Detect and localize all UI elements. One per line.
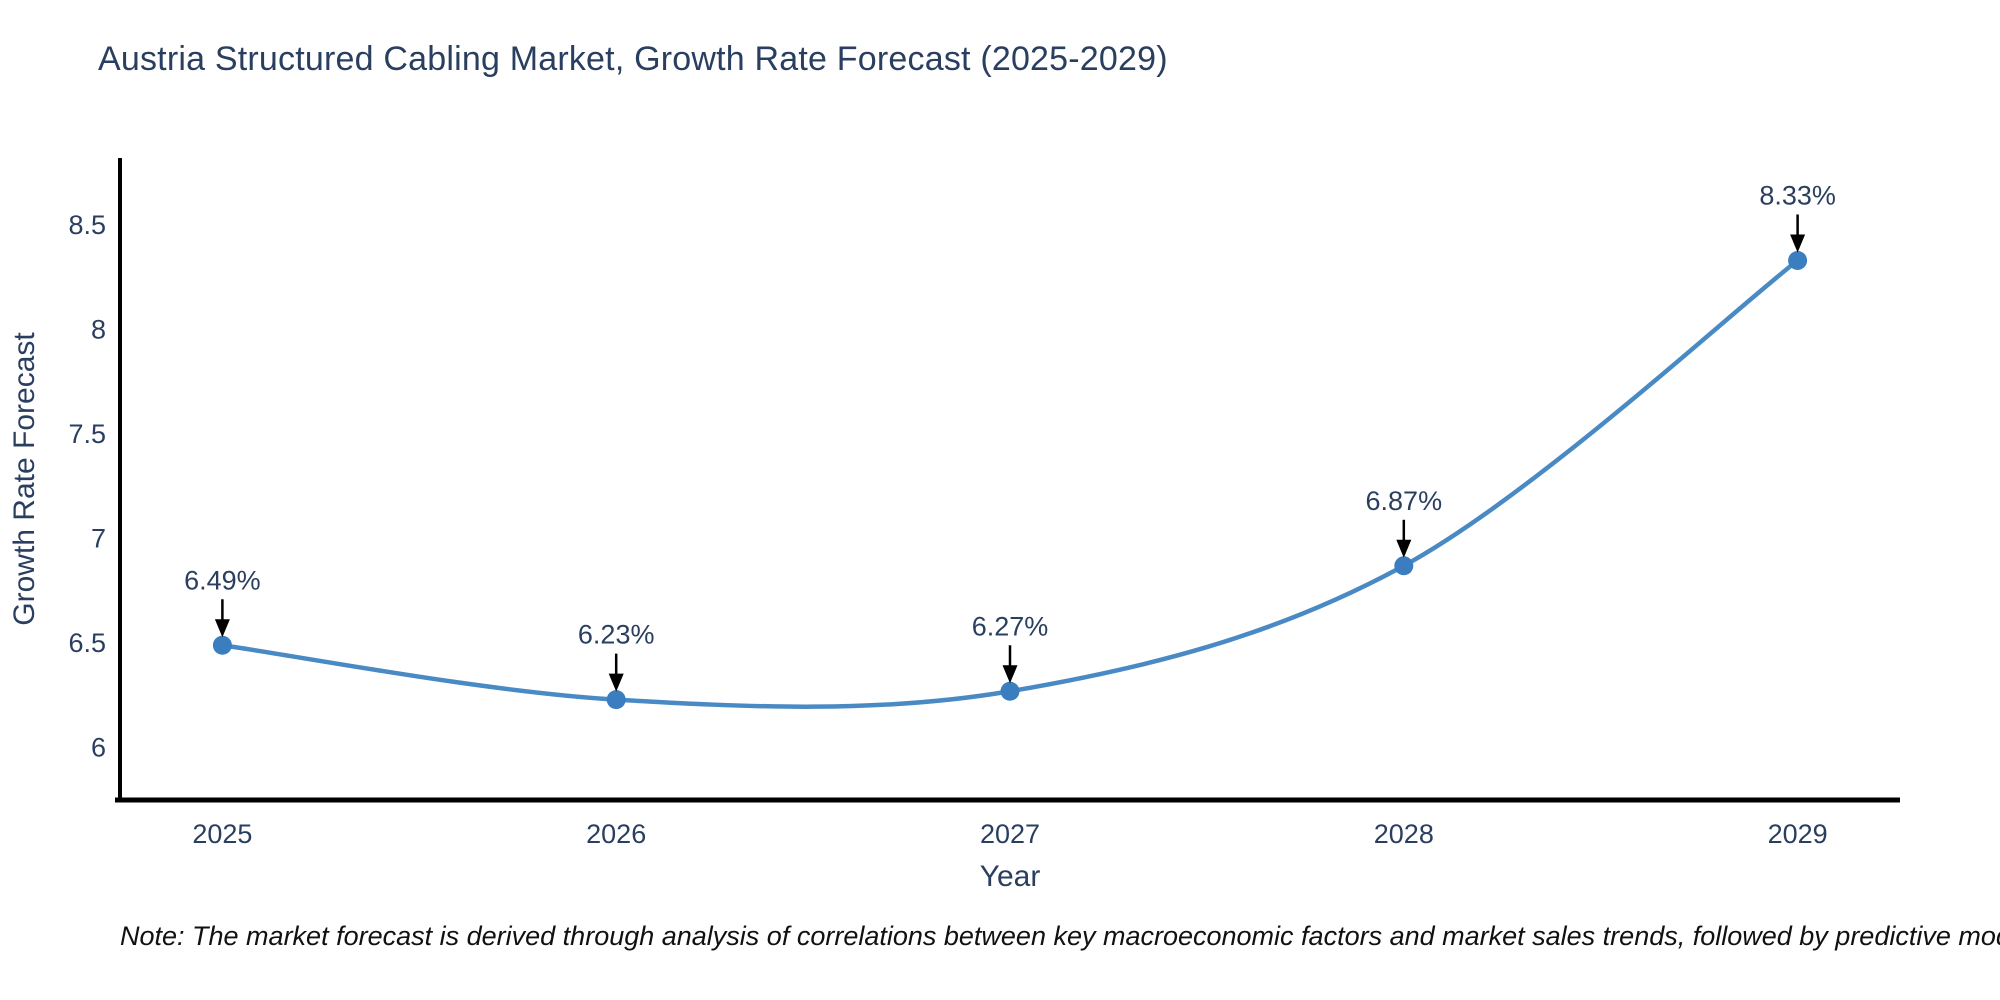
x-tick-label: 2027 [980,819,1040,849]
x-tick-label: 2025 [192,819,252,849]
data-point-marker [1000,681,1020,701]
series-line [220,258,1800,709]
x-tick-label: 2028 [1374,819,1434,849]
data-point-label: 6.49% [184,565,261,595]
chart-footnote: Note: The market forecast is derived thr… [120,921,2000,951]
data-point-label: 6.27% [972,611,1049,641]
y-tick-label: 8 [91,314,106,344]
data-point-marker [1394,556,1414,576]
x-tick-label: 2029 [1768,819,1828,849]
annotation-arrow-head [1396,539,1412,558]
y-tick-label: 6 [91,733,106,763]
annotation-arrow-head [1790,234,1806,253]
chart-title: Austria Structured Cabling Market, Growt… [98,40,1168,78]
y-tick-label: 7.5 [68,419,106,449]
data-point-label: 8.33% [1759,180,1836,210]
y-axis-title: Growth Rate Forecast [8,332,41,626]
data-point-marker [1788,250,1808,270]
annotation-arrow-head [608,673,624,692]
data-point-label: 6.87% [1366,486,1443,516]
annotation-arrow-head [1002,665,1018,684]
y-tick-label: 8.5 [68,210,106,240]
y-tick-label: 6.5 [68,628,106,658]
data-point-marker [606,690,626,710]
data-point-label: 6.23% [578,620,655,650]
x-tick-label: 2026 [586,819,646,849]
data-point-marker [212,635,232,655]
annotation-arrow-head [214,619,230,638]
y-tick-label: 7 [91,524,106,554]
x-axis-title: Year [980,860,1041,893]
